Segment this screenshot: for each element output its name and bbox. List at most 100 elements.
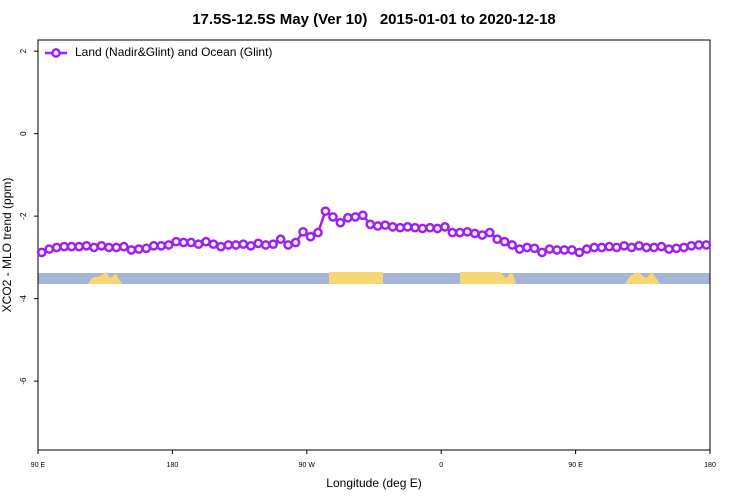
data-point: [59, 241, 69, 252]
data-point: [208, 239, 219, 250]
x-tick-label: 90 W: [299, 462, 316, 469]
data-point: [268, 239, 279, 250]
x-tick-label: 90 E: [31, 462, 46, 469]
data-point: [410, 222, 420, 233]
data-point: [245, 240, 256, 251]
data-point: [604, 241, 615, 252]
data-point: [163, 240, 174, 250]
data-point: [328, 212, 338, 222]
data-point: [231, 240, 241, 250]
data-point: [492, 234, 503, 245]
data-point: [507, 240, 517, 250]
data-point: [51, 242, 62, 253]
data-point: [664, 244, 674, 254]
data-point: [611, 242, 622, 253]
data-point: [104, 242, 114, 253]
data-point: [283, 240, 293, 250]
data-point: [649, 242, 659, 253]
data-point: [514, 244, 525, 254]
data-point: [335, 217, 346, 228]
data-point: [634, 240, 644, 251]
data-point: [74, 241, 84, 252]
data-point: [223, 240, 234, 250]
data-point: [440, 222, 450, 232]
data-point: [238, 239, 249, 250]
data-point: [522, 242, 532, 253]
legend-label: Land (Nadir&Glint) and Ocean (Glint): [75, 45, 272, 59]
x-tick-label: 0: [439, 462, 443, 469]
data-point: [178, 237, 189, 248]
data-point: [186, 237, 196, 248]
data-point: [477, 230, 488, 240]
data-point: [462, 226, 473, 237]
data-point: [656, 241, 667, 252]
data-point: [350, 212, 361, 222]
data-point: [499, 236, 510, 247]
data-point: [81, 240, 92, 251]
data-point: [275, 234, 286, 245]
data-point: [148, 240, 159, 251]
data-point: [216, 241, 226, 252]
data-point: [671, 243, 682, 254]
data-point: [552, 245, 562, 255]
data-point: [425, 222, 435, 233]
data-point: [626, 242, 637, 253]
data-point: [372, 221, 383, 231]
data-point: [66, 241, 77, 252]
data-point: [574, 247, 585, 258]
data-point: [119, 241, 129, 252]
y-tick-label: -2: [19, 212, 28, 220]
data-point: [693, 240, 704, 250]
surface-strip: [38, 272, 710, 284]
data-point: [581, 244, 592, 254]
data-point: [402, 222, 413, 232]
data-point: [44, 244, 55, 254]
data-point: [701, 240, 712, 250]
data-point: [544, 244, 555, 254]
x-tick-label: 180: [704, 462, 716, 469]
data-point: [641, 242, 652, 253]
data-point: [141, 243, 152, 254]
data-point: [201, 236, 211, 247]
y-tick-label: 2: [19, 48, 28, 53]
data-point: [365, 219, 376, 230]
data-point: [469, 228, 480, 239]
data-point: [290, 237, 301, 248]
data-point: [686, 240, 697, 251]
data-point: [343, 212, 353, 223]
data-point: [357, 210, 368, 221]
data-point: [395, 222, 405, 233]
data-point: [253, 238, 264, 249]
data-point: [559, 245, 570, 255]
data-point: [567, 245, 577, 255]
y-tick-label: -6: [19, 377, 28, 385]
data-point: [387, 222, 398, 232]
data-point: [417, 223, 428, 234]
data-point: [484, 227, 495, 238]
data-point: [679, 242, 689, 253]
y-tick-label: 0: [19, 131, 28, 136]
data-point: [126, 245, 137, 255]
chart-title: 17.5S-12.5S May (Ver 10) 2015-01-01 to 2…: [192, 11, 556, 28]
x-axis-label: Longitude (deg E): [326, 476, 421, 490]
data-point: [193, 239, 204, 250]
data-point: [96, 240, 107, 251]
x-tick-label: 90 E: [568, 462, 583, 469]
data-point: [305, 231, 316, 242]
data-point: [171, 236, 181, 247]
data-point: [133, 244, 144, 254]
data-point: [619, 240, 629, 251]
x-tick-label: 180: [167, 462, 179, 469]
data-point: [432, 223, 443, 234]
data-point: [455, 227, 465, 238]
data-point: [111, 242, 122, 253]
data-point: [89, 242, 99, 253]
data-point: [156, 240, 167, 251]
data-point: [596, 242, 607, 253]
legend-marker: [51, 48, 61, 58]
data-point: [320, 206, 331, 217]
data-point: [589, 242, 600, 253]
data-point: [36, 247, 47, 258]
data-point: [298, 226, 308, 237]
